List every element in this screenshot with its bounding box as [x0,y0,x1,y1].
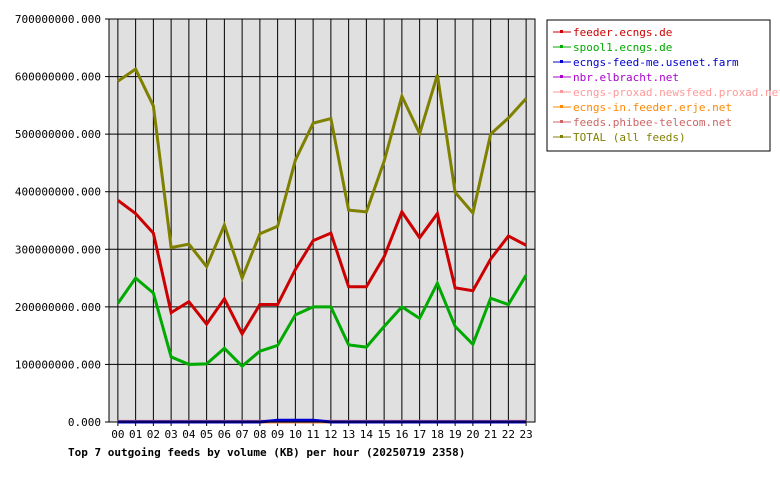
legend-marker [560,120,563,123]
y-axis-tick-labels: 0.000 100000000.000 200000000.000 300000000… [15,13,109,429]
x-tick-label: 10 [289,428,302,441]
legend-marker [560,75,563,78]
y-tick-label: 600000000.000 [15,71,101,84]
legend-label: feeder.ecngs.de [573,26,672,39]
grid-lines [109,19,535,422]
legend: feeder.ecngs.de spool1.ecngs.de ecngs-feed… [553,26,780,144]
x-tick-label: 04 [182,428,196,441]
y-tick-label: 100000000.000 [15,358,101,371]
y-tick-label: 700000000.000 [15,13,101,26]
x-tick-label: 17 [413,428,426,441]
x-tick-label: 19 [449,428,462,441]
legend-label: nbr.elbracht.net [573,71,679,84]
legend-marker [560,135,563,138]
legend-marker [560,90,563,93]
legend-marker [560,45,563,48]
x-tick-label: 23 [520,428,533,441]
x-tick-label: 03 [165,428,178,441]
chart-title: Top 7 outgoing feeds by volume (KB) per … [68,446,465,459]
legend-marker [560,60,563,63]
x-tick-label: 14 [360,428,374,441]
legend-box [546,19,771,152]
x-axis-tick-labels: 00 01 02 03 04 05 06 07 08 09 10 11 12 13 14 15 16 17 18 19… [111,422,533,441]
legend-label: feeds.phibee-telecom.net [573,116,732,129]
legend-marker [560,30,563,33]
x-tick-label: 01 [129,428,142,441]
legend-label: ecngs-feed-me.usenet.farm [573,56,739,69]
x-tick-label: 08 [253,428,266,441]
x-tick-label: 13 [342,428,355,441]
x-tick-label: 18 [431,428,444,441]
x-tick-label: 20 [466,428,479,441]
legend-label: ecngs-proxad.newsfeed.proxad.net [573,86,780,99]
x-tick-label: 22 [502,428,515,441]
legend-label: TOTAL (all feeds) [573,131,686,144]
series-line-feeder-ecngs-de [116,199,527,338]
x-tick-label: 05 [200,428,213,441]
x-tick-label: 00 [111,428,124,441]
x-tick-label: 06 [218,428,231,441]
y-tick-label: 400000000.000 [15,186,101,199]
series-line-spool1-ecngs-de [116,274,528,369]
legend-label: ecngs-in.feeder.erje.net [573,101,732,114]
x-tick-label: 02 [147,428,160,441]
legend-marker [560,105,563,108]
plot-background [109,19,535,422]
x-tick-label: 16 [395,428,408,441]
plot-frame [108,18,536,423]
x-tick-label: 15 [378,428,391,441]
x-tick-label: 11 [307,428,320,441]
y-tick-label: 0.000 [68,416,101,429]
legend-label: spool1.ecngs.de [573,41,672,54]
x-tick-label: 07 [236,428,249,441]
y-tick-label: 200000000.000 [15,301,101,314]
x-tick-label: 12 [324,428,337,441]
y-tick-label: 300000000.000 [15,243,101,256]
y-tick-label: 500000000.000 [15,128,101,141]
series-line-total-all-feeds- [117,66,528,283]
x-tick-label: 21 [484,428,497,441]
x-tick-label: 09 [271,428,284,441]
